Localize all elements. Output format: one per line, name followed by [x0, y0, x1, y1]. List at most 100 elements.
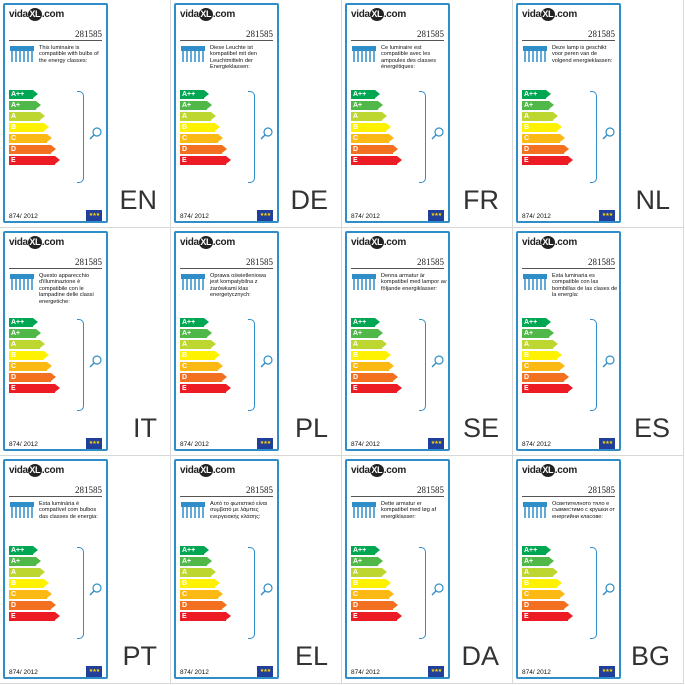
divider: [351, 496, 444, 497]
energy-label: vida XL .com 281585 Осветителното тяло е съв…: [516, 459, 621, 679]
brand-mark: XL: [540, 8, 555, 21]
energy-class-a: A: [180, 568, 216, 577]
class-range-bracket: [419, 547, 426, 639]
energy-class-c: C: [351, 590, 395, 599]
energy-class-ap: A+: [351, 557, 384, 566]
energy-class-d: D: [351, 145, 399, 154]
brand-logo: vida XL .com: [351, 236, 406, 249]
brand-prefix: vida: [180, 237, 199, 248]
divider: [180, 496, 273, 497]
class-range-bracket: [248, 319, 255, 411]
energy-class-a: A: [522, 340, 558, 349]
energy-class-e: E: [180, 384, 231, 393]
label-cell-se: vida XL .com 281585 Denna armatur är kompati…: [342, 228, 513, 456]
energy-class-app: A++: [9, 318, 38, 327]
brand-logo: vida XL .com: [522, 464, 577, 477]
brand-mark: XL: [369, 8, 384, 21]
eu-flag-icon: ★★★: [86, 438, 102, 449]
energy-class-scale: A++ A+ A B C D E: [522, 90, 573, 167]
energy-label: vida XL .com 281585 Αυτό το φωτιστικό είναι …: [174, 459, 279, 679]
energy-class-e: E: [180, 612, 231, 621]
language-code: ES: [633, 413, 670, 443]
eu-flag-icon: ★★★: [257, 438, 273, 449]
energy-class-d: D: [180, 373, 228, 382]
bulb-icon: [431, 126, 445, 140]
model-number: 281585: [417, 257, 444, 267]
brand-prefix: vida: [522, 9, 541, 20]
energy-class-d: D: [9, 601, 57, 610]
class-range-bracket: [590, 547, 597, 639]
energy-class-scale: A++ A+ A B C D E: [180, 90, 231, 167]
brand-logo: vida XL .com: [180, 236, 235, 249]
label-cell-fr: vida XL .com 281585 Ce luminaire est compati…: [342, 0, 513, 228]
energy-class-b: B: [9, 351, 49, 360]
eu-flag-icon: ★★★: [428, 210, 444, 221]
divider: [9, 40, 102, 41]
energy-label: vida XL .com 281585 This luminaire is compat…: [3, 3, 108, 223]
brand-suffix: .com: [554, 465, 577, 476]
compatibility-text: Αυτό το φωτιστικό είναι συμβατό με λάμπε…: [210, 501, 268, 520]
divider: [522, 268, 615, 269]
luminaire-icon: [522, 273, 548, 293]
regulation-number: 874/ 2012: [9, 669, 38, 676]
regulation-number: 874/ 2012: [522, 213, 551, 220]
compatibility-text: Diese Leuchte ist kompatibel mit den Leu…: [210, 45, 257, 71]
energy-class-e: E: [522, 156, 573, 165]
energy-class-scale: A++ A+ A B C D E: [9, 90, 60, 167]
regulation-number: 874/ 2012: [522, 441, 551, 448]
energy-class-b: B: [351, 123, 391, 132]
language-code: NL: [635, 185, 670, 215]
language-code: SE: [462, 413, 499, 443]
brand-suffix: .com: [41, 465, 64, 476]
divider: [351, 40, 444, 41]
energy-class-scale: A++ A+ A B C D E: [351, 318, 402, 395]
brand-mark: XL: [27, 8, 42, 21]
luminaire-icon: [351, 45, 377, 65]
brand-logo: vida XL .com: [351, 8, 406, 21]
energy-class-d: D: [351, 601, 399, 610]
brand-mark: XL: [198, 236, 213, 249]
label-cell-it: vida XL .com 281585 Questo apparecchio d'ill…: [0, 228, 171, 456]
energy-class-a: A: [180, 340, 216, 349]
compatibility-text: Deze lamp is geschikt voor peren van de …: [552, 45, 613, 64]
energy-label: vida XL .com 281585 Ce luminaire est compati…: [345, 3, 450, 223]
brand-suffix: .com: [554, 9, 577, 20]
luminaire-icon: [522, 501, 548, 521]
energy-class-d: D: [180, 145, 228, 154]
energy-class-b: B: [522, 351, 562, 360]
brand-prefix: vida: [9, 465, 28, 476]
energy-class-b: B: [522, 123, 562, 132]
language-code: PL: [294, 413, 328, 443]
energy-class-ap: A+: [9, 329, 42, 338]
brand-suffix: .com: [212, 9, 235, 20]
language-code: IT: [133, 413, 157, 443]
energy-class-a: A: [351, 568, 387, 577]
model-number: 281585: [75, 257, 102, 267]
class-range-bracket: [77, 91, 84, 183]
energy-class-b: B: [180, 123, 220, 132]
luminaire-icon: [351, 273, 377, 293]
brand-mark: XL: [540, 464, 555, 477]
energy-label: vida XL .com 281585 Questo apparecchio d'ill…: [3, 231, 108, 451]
energy-class-a: A: [9, 568, 45, 577]
model-number: 281585: [588, 29, 615, 39]
energy-class-scale: A++ A+ A B C D E: [9, 546, 60, 623]
compatibility-text: Oprawa oświetleniowa jest kompatybilna z…: [210, 273, 266, 299]
energy-class-c: C: [522, 362, 566, 371]
energy-class-a: A: [351, 340, 387, 349]
energy-class-a: A: [522, 568, 558, 577]
energy-class-a: A: [522, 112, 558, 121]
brand-logo: vida XL .com: [522, 236, 577, 249]
label-cell-pt: vida XL .com 281585 Esta luminária é compatí…: [0, 456, 171, 684]
regulation-number: 874/ 2012: [9, 441, 38, 448]
class-range-bracket: [77, 319, 84, 411]
energy-class-a: A: [180, 112, 216, 121]
compatibility-text: This luminaire is compatible with bulbs …: [39, 45, 99, 64]
language-code: DA: [461, 641, 499, 671]
regulation-number: 874/ 2012: [180, 441, 209, 448]
energy-class-app: A++: [522, 90, 551, 99]
bulb-icon: [89, 582, 103, 596]
brand-logo: vida XL .com: [522, 8, 577, 21]
energy-class-e: E: [9, 612, 60, 621]
energy-class-ap: A+: [522, 101, 555, 110]
